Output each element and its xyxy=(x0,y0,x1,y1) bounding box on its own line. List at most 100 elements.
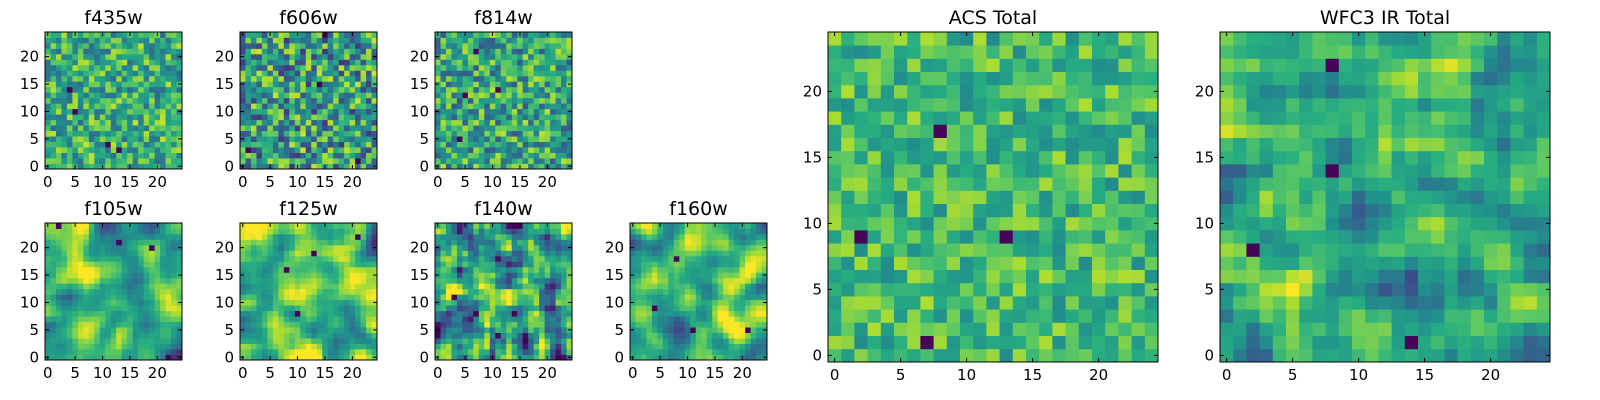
heatmap-cell xyxy=(473,327,480,333)
heatmap-cell xyxy=(261,136,268,142)
heatmap-cell xyxy=(300,228,307,235)
heatmap-cell xyxy=(333,239,340,246)
heatmap-cell xyxy=(311,70,318,77)
heatmap-cell xyxy=(662,244,669,251)
heatmap-cell xyxy=(349,119,356,126)
heatmap-cell xyxy=(511,75,518,82)
heatmap-cell xyxy=(50,261,57,268)
heatmap-cell xyxy=(533,125,540,132)
heatmap-cell xyxy=(723,294,730,301)
heatmap-cell xyxy=(511,119,518,126)
heatmap-cell xyxy=(165,103,172,110)
heatmap-cell xyxy=(311,163,318,170)
heatmap-cell xyxy=(371,283,378,290)
heatmap-cell xyxy=(316,310,323,317)
heatmap-cell xyxy=(267,92,274,99)
heatmap-cell xyxy=(333,266,340,273)
heatmap-cell xyxy=(544,125,551,132)
heatmap-cell xyxy=(245,283,252,290)
heatmap-cell xyxy=(646,299,653,306)
heatmap-cell xyxy=(761,233,768,240)
heatmap-cell xyxy=(256,332,263,339)
heatmap-cell xyxy=(250,255,257,262)
heatmap-cell xyxy=(327,108,334,115)
heatmap-cell xyxy=(640,305,647,312)
heatmap-cell xyxy=(555,277,562,284)
heatmap-cell xyxy=(121,108,128,115)
heatmap-cell xyxy=(999,335,1014,350)
heatmap-cell xyxy=(72,136,79,142)
heatmap-cell xyxy=(555,141,562,148)
heatmap-cell xyxy=(506,261,513,268)
heatmap-cell xyxy=(566,130,573,137)
heatmap-cell xyxy=(495,70,502,77)
heatmap-cell xyxy=(165,64,172,71)
heatmap-cell xyxy=(360,233,367,240)
heatmap-cell xyxy=(94,163,101,170)
heatmap-cell xyxy=(143,114,150,121)
heatmap-cell xyxy=(435,316,441,323)
heatmap-cell xyxy=(646,244,653,251)
heatmap-cell xyxy=(555,64,562,71)
heatmap-cell xyxy=(165,272,172,279)
heatmap-cell xyxy=(267,81,274,88)
heatmap-cell xyxy=(756,266,762,273)
heatmap-cell xyxy=(121,250,128,257)
heatmap-cell xyxy=(66,244,73,251)
heatmap-cell xyxy=(344,141,350,148)
heatmap-cell xyxy=(728,321,735,328)
heatmap-cell xyxy=(462,42,469,49)
heatmap-cell xyxy=(489,327,496,333)
heatmap-cell xyxy=(473,277,480,284)
heatmap-cell xyxy=(679,332,686,339)
heatmap-cell xyxy=(349,114,356,121)
heatmap-cell xyxy=(132,147,139,153)
heatmap-cell xyxy=(160,152,166,159)
heatmap-cell xyxy=(83,305,90,312)
heatmap-cell xyxy=(127,321,134,328)
heatmap-cell xyxy=(673,299,680,306)
heatmap-cell xyxy=(484,147,491,153)
heatmap-cell xyxy=(83,310,90,317)
heatmap-cell xyxy=(456,288,463,295)
heatmap-cell xyxy=(316,233,323,240)
heatmap-cell xyxy=(462,239,469,246)
heatmap-cell xyxy=(88,32,95,38)
heatmap-cell xyxy=(371,130,378,137)
heatmap-cell xyxy=(88,310,95,317)
heatmap-cell xyxy=(66,130,73,137)
heatmap-cell xyxy=(668,321,675,328)
heatmap-cell xyxy=(445,343,452,350)
heatmap-cell xyxy=(83,244,90,251)
heatmap-cell xyxy=(999,230,1014,244)
heatmap-cell xyxy=(127,37,134,44)
heatmap-cell xyxy=(495,305,502,312)
heatmap-cell xyxy=(83,32,90,38)
heatmap-cell xyxy=(55,75,62,82)
heatmap-cell xyxy=(522,288,529,295)
heatmap-cell xyxy=(50,42,57,49)
heatmap-cell xyxy=(907,190,921,204)
y-tick-label: 5 xyxy=(224,130,234,148)
heatmap-cell xyxy=(300,136,307,142)
heatmap-cell xyxy=(83,261,90,268)
heatmap-cell xyxy=(662,321,669,328)
heatmap-cell xyxy=(272,70,279,77)
heatmap-cell xyxy=(684,261,691,268)
heatmap-cell xyxy=(83,223,90,229)
heatmap-cell xyxy=(360,354,367,361)
heatmap-cell xyxy=(165,239,172,246)
heatmap-cell xyxy=(662,239,669,246)
heatmap-cell xyxy=(533,97,540,104)
heatmap-cell xyxy=(344,86,350,93)
heatmap-cell xyxy=(506,321,513,328)
heatmap-cell xyxy=(94,108,101,115)
heatmap-cell xyxy=(506,48,513,55)
heatmap-cell xyxy=(517,266,524,273)
heatmap-cell xyxy=(739,233,746,240)
heatmap-cell xyxy=(116,59,123,66)
heatmap-cell xyxy=(160,86,166,93)
heatmap-cell xyxy=(467,288,474,295)
heatmap-cell xyxy=(245,228,252,235)
heatmap-cell xyxy=(105,283,112,290)
